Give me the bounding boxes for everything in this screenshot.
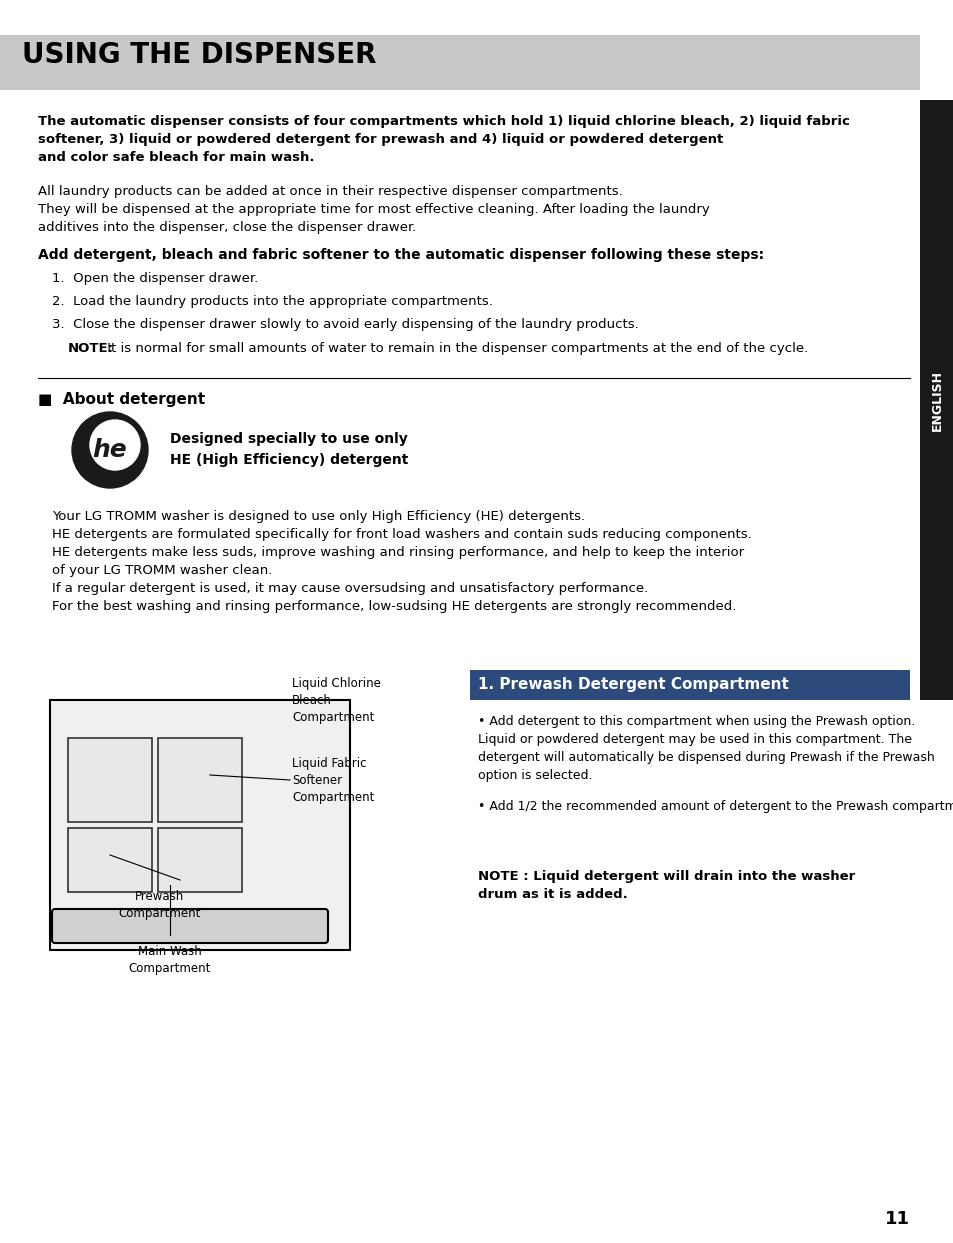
Text: The automatic dispenser consists of four compartments which hold 1) liquid chlor: The automatic dispenser consists of four… [38, 116, 849, 164]
Text: 11: 11 [884, 1209, 909, 1228]
Circle shape [71, 411, 148, 488]
Text: NOTE:: NOTE: [68, 342, 113, 355]
Text: 2.  Load the laundry products into the appropriate compartments.: 2. Load the laundry products into the ap… [52, 295, 493, 308]
FancyBboxPatch shape [68, 828, 152, 892]
FancyBboxPatch shape [158, 738, 242, 822]
FancyBboxPatch shape [68, 738, 152, 822]
Text: • Add detergent to this compartment when using the Prewash option. Liquid or pow: • Add detergent to this compartment when… [477, 715, 934, 782]
FancyBboxPatch shape [50, 700, 350, 950]
Text: ■  About detergent: ■ About detergent [38, 392, 205, 406]
Text: NOTE : Liquid detergent will drain into the washer
drum as it is added.: NOTE : Liquid detergent will drain into … [477, 870, 854, 901]
Circle shape [90, 420, 140, 470]
Text: Your LG TROMM washer is designed to use only High Efficiency (HE) detergents.
HE: Your LG TROMM washer is designed to use … [52, 510, 751, 613]
FancyBboxPatch shape [52, 909, 328, 943]
Text: Liquid Chlorine
Bleach
Compartment: Liquid Chlorine Bleach Compartment [292, 676, 380, 723]
Text: Designed specially to use only
HE (High Efficiency) detergent: Designed specially to use only HE (High … [170, 433, 408, 466]
Text: ENGLISH: ENGLISH [929, 369, 943, 430]
FancyBboxPatch shape [470, 670, 909, 700]
Text: It is normal for small amounts of water to remain in the dispenser compartments : It is normal for small amounts of water … [103, 342, 807, 355]
Text: All laundry products can be added at once in their respective dispenser compartm: All laundry products can be added at onc… [38, 185, 709, 234]
FancyBboxPatch shape [158, 828, 242, 892]
Text: he: he [92, 438, 128, 462]
Text: 1.  Open the dispenser drawer.: 1. Open the dispenser drawer. [52, 272, 258, 285]
Text: 1. Prewash Detergent Compartment: 1. Prewash Detergent Compartment [477, 676, 788, 691]
FancyBboxPatch shape [919, 99, 953, 700]
Text: Add detergent, bleach and fabric softener to the automatic dispenser following t: Add detergent, bleach and fabric softene… [38, 249, 763, 262]
Text: Prewash
Compartment: Prewash Compartment [119, 890, 201, 920]
Text: USING THE DISPENSER: USING THE DISPENSER [22, 41, 376, 70]
FancyBboxPatch shape [0, 35, 919, 89]
Text: Liquid Fabric
Softener
Compartment: Liquid Fabric Softener Compartment [292, 757, 374, 803]
Text: Main Wash
Compartment: Main Wash Compartment [129, 945, 211, 975]
Text: • Add 1/2 the recommended amount of detergent to the Prewash compartment and the: • Add 1/2 the recommended amount of dete… [477, 800, 953, 813]
Text: 3.  Close the dispenser drawer slowly to avoid early dispensing of the laundry p: 3. Close the dispenser drawer slowly to … [52, 318, 639, 331]
